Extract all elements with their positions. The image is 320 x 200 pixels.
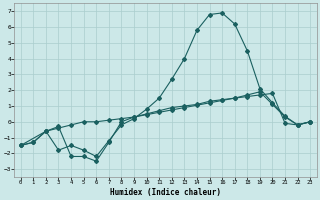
- X-axis label: Humidex (Indice chaleur): Humidex (Indice chaleur): [110, 188, 221, 197]
